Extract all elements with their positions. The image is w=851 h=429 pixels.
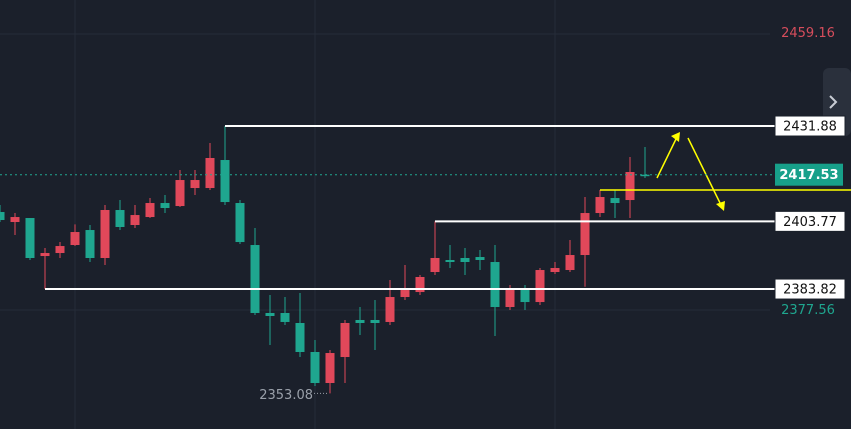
candle-body	[235, 203, 245, 243]
candle-body	[370, 319, 380, 323]
level-label: 2403.77	[783, 215, 837, 230]
plot	[0, 126, 650, 394]
candle-body	[580, 213, 590, 256]
candle-body	[490, 262, 500, 308]
candle-body	[535, 270, 545, 303]
candle-body	[340, 322, 350, 358]
candle-body	[295, 322, 305, 352]
candle-body	[520, 288, 530, 303]
candle-body	[10, 217, 20, 223]
candle-body	[610, 198, 620, 204]
level-label-box	[774, 210, 846, 232]
chevron-icon	[829, 95, 838, 109]
candle-body	[625, 172, 635, 201]
candle-body	[355, 319, 365, 323]
level-label-box	[774, 115, 846, 137]
level-label: 2383.82	[783, 283, 837, 298]
candle-body	[190, 180, 200, 189]
candle-body	[505, 288, 515, 308]
candle-body	[145, 203, 155, 218]
candle-body	[595, 197, 605, 214]
candle-body	[0, 212, 5, 221]
candle-body	[430, 258, 440, 273]
candle-body	[475, 257, 485, 261]
candle-body	[400, 290, 410, 298]
candle-body	[100, 210, 110, 259]
candle-body	[25, 218, 35, 259]
candle-body	[205, 158, 215, 189]
candle-body	[55, 246, 65, 254]
arrow-head	[671, 132, 680, 142]
candle-body	[385, 297, 395, 322]
last-price-label: 2417.53	[779, 168, 838, 183]
drawing-arrow	[656, 136, 678, 179]
arrow-head	[716, 201, 725, 211]
candle-body	[175, 180, 185, 207]
candle-body	[460, 258, 470, 263]
candle-body	[640, 174, 650, 177]
last-price-box	[775, 163, 843, 186]
candle-body	[265, 312, 275, 317]
low-label: 2353.08	[259, 388, 313, 403]
level-label: 2431.88	[783, 120, 837, 135]
candle-body	[160, 203, 170, 209]
candle-body	[325, 353, 335, 384]
candle-body	[220, 160, 230, 203]
price-mark-label: 2377.56	[781, 303, 835, 318]
price-mark-label: 2459.16	[781, 26, 835, 41]
candle-body	[550, 268, 560, 273]
candle-body	[445, 260, 455, 263]
candle-body	[130, 215, 140, 225]
candle-body	[40, 253, 50, 257]
candle-body	[280, 312, 290, 322]
level-label-box	[774, 278, 846, 300]
candle-body	[310, 351, 320, 384]
candle-body	[85, 230, 95, 259]
candle-body	[250, 245, 260, 313]
candle-body	[70, 232, 80, 246]
drawing-arrow	[687, 137, 723, 208]
candle-body	[115, 210, 125, 227]
candle-body	[415, 276, 425, 293]
candle-body	[565, 255, 575, 271]
